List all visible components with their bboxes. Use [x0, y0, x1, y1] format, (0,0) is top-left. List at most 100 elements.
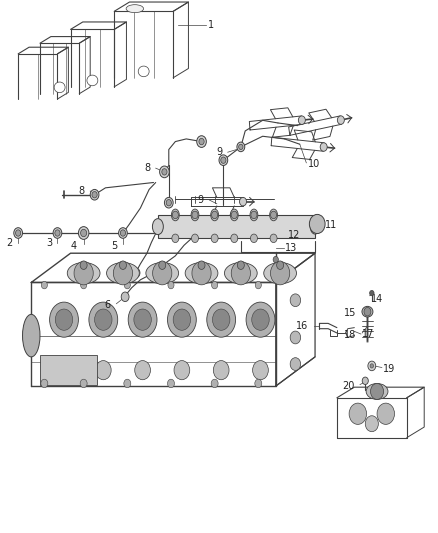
Circle shape — [113, 262, 133, 285]
Circle shape — [120, 230, 126, 236]
Circle shape — [240, 197, 247, 206]
Circle shape — [167, 379, 174, 387]
Circle shape — [271, 211, 277, 219]
Circle shape — [255, 281, 261, 289]
Ellipse shape — [191, 234, 198, 243]
Text: 9: 9 — [198, 195, 204, 205]
Circle shape — [168, 281, 174, 289]
Text: 16: 16 — [296, 321, 308, 331]
Circle shape — [309, 214, 325, 233]
Circle shape — [219, 155, 228, 165]
Circle shape — [81, 281, 87, 289]
Text: 10: 10 — [307, 159, 320, 169]
Circle shape — [212, 211, 218, 219]
Circle shape — [120, 261, 127, 269]
Circle shape — [164, 197, 173, 208]
Ellipse shape — [211, 209, 219, 221]
Text: 5: 5 — [111, 241, 118, 251]
Circle shape — [251, 211, 257, 219]
Ellipse shape — [224, 263, 257, 284]
Circle shape — [252, 309, 269, 330]
Circle shape — [152, 262, 172, 285]
Circle shape — [231, 262, 251, 285]
Circle shape — [89, 302, 118, 337]
Circle shape — [74, 262, 93, 285]
Circle shape — [159, 166, 169, 177]
Text: 20: 20 — [342, 381, 354, 391]
Circle shape — [55, 309, 73, 330]
Circle shape — [135, 361, 150, 379]
Circle shape — [246, 302, 275, 337]
Circle shape — [290, 294, 300, 306]
Ellipse shape — [362, 306, 373, 317]
Circle shape — [277, 261, 284, 269]
Circle shape — [95, 361, 111, 379]
Text: 2: 2 — [7, 238, 13, 247]
Circle shape — [239, 144, 243, 150]
Circle shape — [192, 211, 198, 219]
Circle shape — [371, 383, 384, 399]
Ellipse shape — [310, 219, 320, 234]
Circle shape — [95, 309, 112, 330]
Circle shape — [221, 157, 226, 164]
Circle shape — [55, 230, 60, 236]
Circle shape — [198, 261, 205, 269]
Circle shape — [121, 292, 129, 302]
Circle shape — [162, 168, 167, 175]
Circle shape — [167, 302, 196, 337]
Circle shape — [231, 211, 237, 219]
Ellipse shape — [22, 314, 40, 357]
Circle shape — [273, 256, 279, 263]
Circle shape — [134, 309, 151, 330]
Ellipse shape — [270, 234, 277, 243]
Circle shape — [320, 143, 327, 151]
Text: 15: 15 — [344, 308, 357, 318]
Text: 12: 12 — [288, 230, 300, 240]
Ellipse shape — [250, 209, 258, 221]
Text: 13: 13 — [285, 243, 297, 253]
Ellipse shape — [146, 263, 179, 284]
Ellipse shape — [171, 209, 179, 221]
Circle shape — [290, 358, 300, 370]
Ellipse shape — [67, 263, 100, 284]
Circle shape — [128, 302, 157, 337]
Circle shape — [15, 230, 21, 236]
Text: 11: 11 — [325, 220, 337, 230]
Text: 19: 19 — [383, 364, 396, 374]
Circle shape — [172, 211, 178, 219]
Circle shape — [81, 229, 87, 237]
Text: 8: 8 — [144, 163, 150, 173]
Circle shape — [211, 379, 218, 387]
Ellipse shape — [366, 383, 388, 399]
Circle shape — [90, 189, 99, 200]
Circle shape — [271, 262, 290, 285]
Circle shape — [174, 361, 190, 379]
Text: 1: 1 — [208, 20, 214, 30]
Circle shape — [207, 302, 236, 337]
Circle shape — [364, 308, 371, 316]
Text: 17: 17 — [362, 329, 374, 339]
Circle shape — [370, 364, 374, 368]
Circle shape — [368, 361, 376, 370]
Circle shape — [41, 281, 47, 289]
Ellipse shape — [185, 263, 218, 284]
Circle shape — [192, 262, 211, 285]
Ellipse shape — [270, 209, 278, 221]
Text: 6: 6 — [105, 300, 111, 310]
Circle shape — [212, 309, 230, 330]
Circle shape — [80, 261, 87, 269]
Ellipse shape — [126, 5, 144, 13]
Circle shape — [53, 228, 62, 238]
Ellipse shape — [251, 234, 258, 243]
Ellipse shape — [87, 75, 98, 86]
Circle shape — [49, 302, 78, 337]
Ellipse shape — [264, 263, 297, 284]
Ellipse shape — [172, 234, 179, 243]
Circle shape — [197, 136, 206, 148]
Ellipse shape — [211, 234, 218, 243]
Circle shape — [362, 377, 368, 384]
Text: 9: 9 — [216, 147, 223, 157]
Circle shape — [337, 116, 344, 124]
Circle shape — [159, 261, 166, 269]
Circle shape — [199, 139, 204, 145]
